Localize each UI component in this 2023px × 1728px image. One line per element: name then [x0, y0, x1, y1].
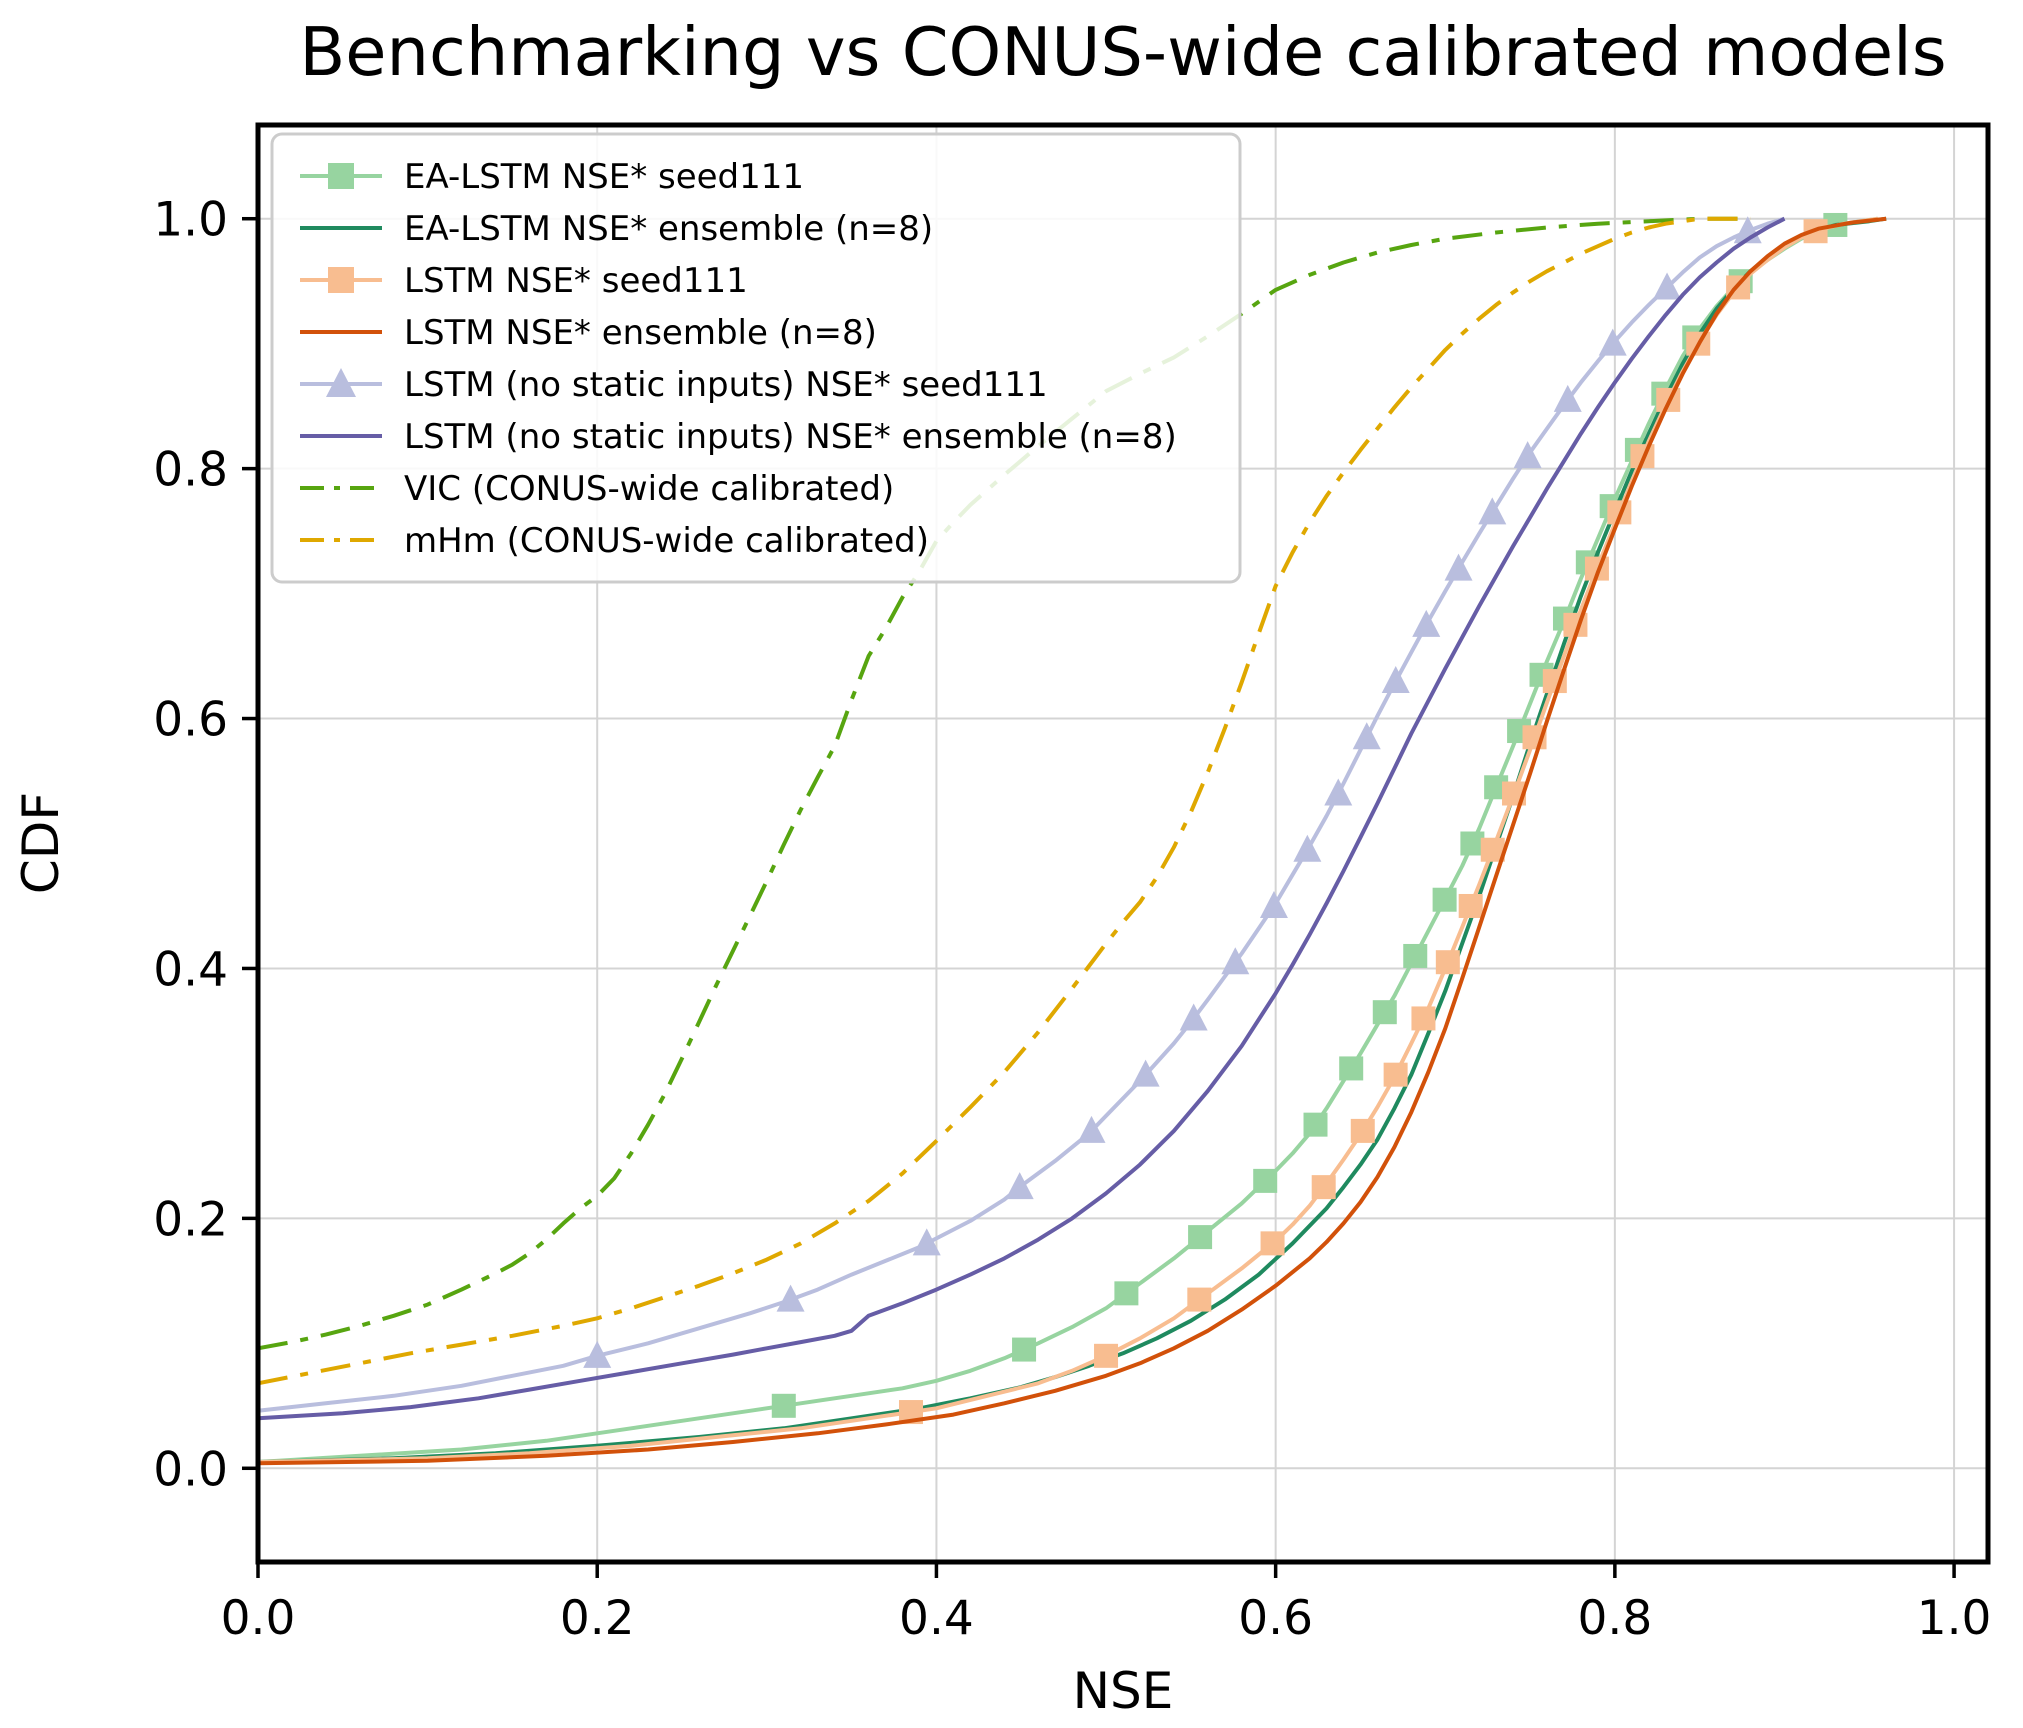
ea-lstm-seed111-marker	[1432, 887, 1457, 912]
y-tick-label: 0.2	[153, 1192, 228, 1247]
lstm-nostatic-seed111-marker	[1077, 1115, 1106, 1143]
legend-label: LSTM NSE* ensemble (n=8)	[404, 313, 877, 353]
lstm-nostatic-seed111-marker	[1324, 778, 1353, 806]
lstm-seed111-marker	[1435, 950, 1460, 975]
series-line-vic	[257, 216, 1751, 1351]
legend-item-lstm-nostatic-ensemble: LSTM (no static inputs) NSE* ensemble (n…	[300, 417, 1177, 457]
legend-label: EA-LSTM NSE* seed111	[404, 157, 804, 197]
ea-lstm-seed111-marker	[1460, 831, 1485, 856]
legend-item-ea-lstm-seed111: EA-LSTM NSE* seed111	[300, 157, 804, 197]
x-axis-label: NSE	[1073, 1662, 1174, 1720]
axis-ticks: 0.0 0.2 0.4 0.6 0.8 1.0 0.0 0.2 0.4 0.6 0.8 1.0	[153, 193, 1991, 1646]
legend-item-vic: VIC (CONUS-wide calibrated)	[300, 469, 894, 509]
lstm-nostatic-seed111-marker	[1444, 553, 1473, 581]
lstm-seed111-marker	[1458, 893, 1483, 918]
lstm-nostatic-seed111-marker	[1478, 497, 1507, 525]
lstm-seed111-marker	[1350, 1118, 1375, 1143]
ea-lstm-seed111-marker	[1339, 1056, 1364, 1081]
legend-item-lstm-nostatic-seed111: LSTM (no static inputs) NSE* seed111	[300, 365, 1048, 405]
ea-lstm-seed111-marker	[1188, 1225, 1213, 1250]
lstm-seed111-marker	[1187, 1287, 1212, 1312]
lstm-seed111-marker	[1383, 1062, 1408, 1087]
lstm-nostatic-seed111-marker	[1381, 666, 1410, 694]
chart-title: Benchmarking vs CONUS-wide calibrated mo…	[299, 13, 1946, 91]
series-line-lstm-nostatic-seed111	[257, 216, 1786, 1413]
lstm-seed111-marker	[1411, 1006, 1436, 1031]
legend-label: LSTM (no static inputs) NSE* ensemble (n…	[404, 417, 1177, 457]
series-curves	[257, 212, 1887, 1466]
lstm-nostatic-seed111-marker	[1513, 441, 1542, 469]
series-line-mhm	[257, 216, 1751, 1386]
legend-item-mhm: mHm (CONUS-wide calibrated)	[300, 521, 929, 561]
legend-box	[270, 132, 1242, 584]
legend-item-lstm-seed111: LSTM NSE* seed111	[300, 261, 748, 301]
y-tick-label: 1.0	[153, 193, 228, 248]
lstm-seed111-marker	[1260, 1231, 1285, 1256]
lstm-nostatic-seed111-marker	[1221, 947, 1250, 975]
lstm-nostatic-seed111-marker	[1131, 1059, 1160, 1087]
ea-lstm-seed111-marker	[1403, 943, 1428, 968]
x-tick-label: 0.6	[1238, 1591, 1313, 1646]
x-tick-label: 0.2	[560, 1591, 635, 1646]
ea-lstm-seed111-marker	[1372, 1000, 1397, 1025]
ea-lstm-seed111-marker	[1253, 1168, 1278, 1193]
ea-lstm-seed111-marker	[1303, 1112, 1328, 1137]
lstm-nostatic-seed111-marker	[776, 1284, 805, 1312]
ea-lstm-seed111-marker	[771, 1393, 796, 1418]
lstm-nostatic-seed111-marker	[1412, 609, 1441, 637]
legend-label: LSTM (no static inputs) NSE* seed111	[404, 365, 1048, 405]
x-tick-label: 1.0	[1917, 1591, 1992, 1646]
lstm-seed111-marker	[1311, 1175, 1336, 1200]
legend-label: mHm (CONUS-wide calibrated)	[404, 521, 929, 561]
x-tick-label: 0.4	[899, 1591, 974, 1646]
lstm-nostatic-seed111-marker	[1005, 1172, 1034, 1200]
legend-item-ea-lstm-ensemble: EA-LSTM NSE* ensemble (n=8)	[300, 209, 933, 249]
plot-border	[255, 122, 1991, 1565]
lstm-nostatic-seed111-marker	[1553, 384, 1582, 412]
lstm-nostatic-seed111-marker	[912, 1228, 941, 1256]
y-tick-label: 0.6	[153, 693, 228, 748]
ea-lstm-seed111-marker	[1114, 1281, 1139, 1306]
lstm-seed111-marker	[1094, 1343, 1119, 1368]
series-line-lstm-nostatic-ensemble	[257, 216, 1786, 1421]
legend-label: LSTM NSE* seed111	[404, 261, 748, 301]
lstm-nostatic-seed111-marker	[326, 368, 356, 397]
lstm-nostatic-seed111-marker	[1179, 1003, 1208, 1031]
lstm-nostatic-seed111-marker	[1293, 834, 1322, 862]
legend-item-lstm-ensemble: LSTM NSE* ensemble (n=8)	[300, 313, 877, 353]
y-axis-label: CDF	[12, 792, 70, 894]
ea-lstm-seed111-marker	[328, 163, 354, 189]
lstm-nostatic-seed111-marker	[1352, 722, 1381, 750]
lstm-nostatic-seed111-marker	[583, 1340, 612, 1368]
legend: EA-LSTM NSE* seed111 EA-LSTM NSE* ensembl…	[270, 132, 1242, 584]
y-tick-label: 0.0	[153, 1442, 228, 1497]
legend-label: VIC (CONUS-wide calibrated)	[404, 469, 894, 509]
legend-label: EA-LSTM NSE* ensemble (n=8)	[404, 209, 933, 249]
y-tick-label: 0.4	[153, 942, 228, 997]
lstm-nostatic-seed111-marker	[1598, 328, 1627, 356]
x-tick-label: 0.0	[221, 1591, 296, 1646]
y-tick-label: 0.8	[153, 443, 228, 498]
series-line-lstm-ensemble	[257, 216, 1887, 1466]
lstm-nostatic-seed111-marker	[1653, 272, 1682, 300]
x-tick-label: 0.8	[1577, 1591, 1652, 1646]
lstm-nostatic-seed111-marker	[1259, 890, 1288, 918]
lstm-seed111-marker	[328, 267, 354, 293]
ea-lstm-seed111-marker	[1012, 1337, 1037, 1362]
